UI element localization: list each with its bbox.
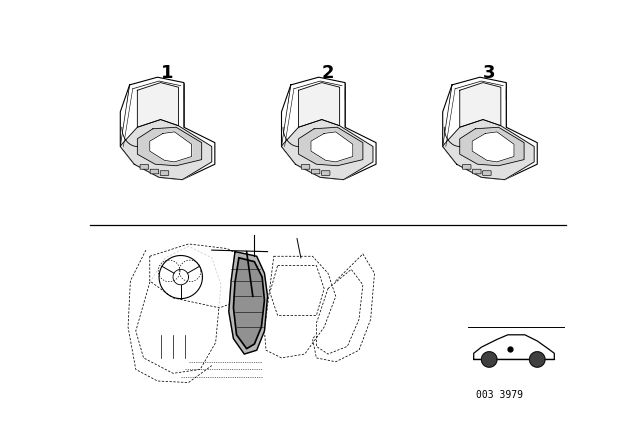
- FancyBboxPatch shape: [483, 171, 491, 175]
- Polygon shape: [472, 132, 514, 162]
- Polygon shape: [316, 269, 363, 354]
- Polygon shape: [229, 252, 268, 354]
- FancyBboxPatch shape: [140, 164, 148, 169]
- Polygon shape: [282, 77, 376, 180]
- Polygon shape: [150, 132, 191, 162]
- Text: 2: 2: [322, 64, 334, 82]
- Text: 3: 3: [483, 64, 495, 82]
- Polygon shape: [529, 352, 545, 367]
- Polygon shape: [443, 120, 534, 180]
- Polygon shape: [150, 244, 259, 308]
- Polygon shape: [474, 335, 554, 359]
- Polygon shape: [460, 127, 524, 166]
- Polygon shape: [298, 82, 340, 127]
- FancyBboxPatch shape: [311, 169, 320, 174]
- Polygon shape: [120, 120, 212, 180]
- FancyBboxPatch shape: [321, 171, 330, 175]
- Polygon shape: [138, 82, 179, 127]
- FancyBboxPatch shape: [301, 164, 310, 169]
- Polygon shape: [138, 127, 202, 166]
- Polygon shape: [443, 77, 537, 180]
- FancyBboxPatch shape: [472, 169, 481, 174]
- Polygon shape: [311, 132, 353, 162]
- Polygon shape: [460, 82, 501, 127]
- FancyBboxPatch shape: [150, 169, 159, 174]
- Polygon shape: [270, 266, 324, 315]
- Text: 003 3979: 003 3979: [476, 390, 523, 400]
- Polygon shape: [234, 258, 264, 349]
- Text: 1: 1: [161, 64, 173, 82]
- Polygon shape: [481, 352, 497, 367]
- Polygon shape: [298, 127, 363, 166]
- FancyBboxPatch shape: [463, 164, 471, 169]
- Polygon shape: [120, 77, 215, 180]
- FancyBboxPatch shape: [160, 171, 169, 175]
- Polygon shape: [282, 120, 373, 180]
